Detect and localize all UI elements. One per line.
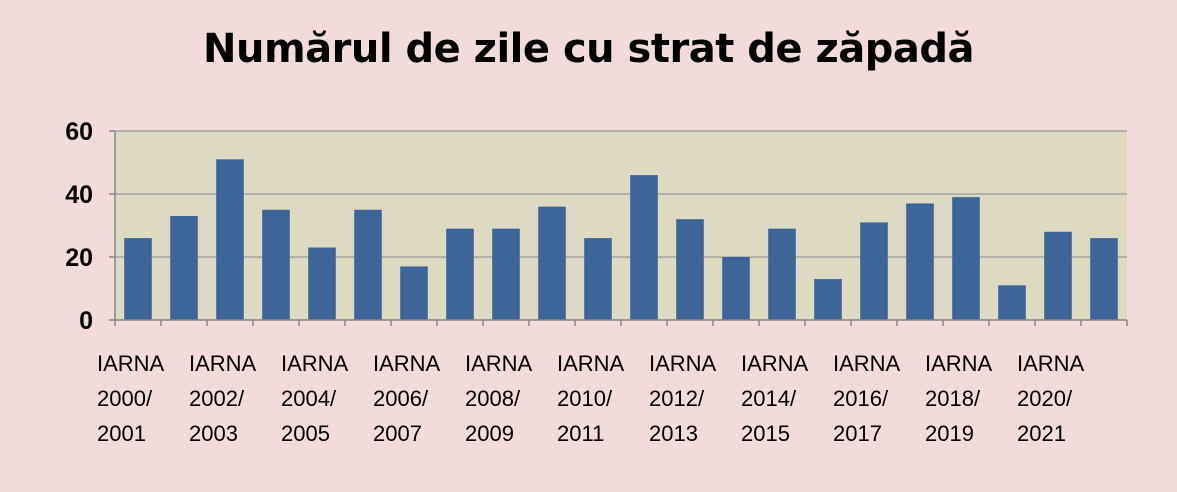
x-tick-label-line: 2012/ xyxy=(649,386,705,411)
x-tick-label-line: 2013 xyxy=(649,421,698,446)
x-tick-label-line: 2011 xyxy=(557,421,605,446)
x-tick-label: IARNA 2004/2005 xyxy=(281,346,348,451)
y-tick-label: 60 xyxy=(65,118,93,146)
x-tick-label-line: IARNA xyxy=(97,351,165,376)
x-tick-label: IARNA 2016/2017 xyxy=(833,346,900,451)
y-tick-label: 40 xyxy=(65,181,93,209)
bar xyxy=(768,228,796,320)
x-tick-label-line: 2010/ xyxy=(557,386,613,411)
x-tick-label-line: IARNA xyxy=(557,351,625,376)
bar xyxy=(538,206,566,320)
x-tick-label-line: 2020/ xyxy=(1017,386,1073,411)
x-tick-label-line: 2004/ xyxy=(281,386,337,411)
x-tick-label: IARNA 2010/2011 xyxy=(557,346,624,451)
x-tick-label-line: 2003 xyxy=(189,421,238,446)
x-tick-label-line: IARNA xyxy=(925,351,993,376)
x-tick-label-line: IARNA xyxy=(465,351,533,376)
x-tick-label-line: IARNA xyxy=(373,351,441,376)
x-tick-label-line: 2017 xyxy=(833,421,882,446)
bar xyxy=(998,285,1026,320)
x-tick-label: IARNA 2006/2007 xyxy=(373,346,440,451)
y-tick-label: 0 xyxy=(79,307,93,335)
bar xyxy=(952,197,980,320)
x-tick-label-line: 2001 xyxy=(97,421,146,446)
x-tick-label-line: 2002/ xyxy=(189,386,245,411)
bar xyxy=(722,257,750,320)
x-tick-label-line: 2016/ xyxy=(833,386,889,411)
x-tick-label: IARNA 2012/2013 xyxy=(649,346,716,451)
x-tick-label-line: 2015 xyxy=(741,421,790,446)
bar xyxy=(308,247,336,320)
x-tick-label: IARNA 2002/2003 xyxy=(189,346,256,451)
x-tick-label-line: 2008/ xyxy=(465,386,521,411)
x-tick-label-line: IARNA xyxy=(741,351,809,376)
x-tick-label: IARNA 2018/2019 xyxy=(925,346,992,451)
x-tick-label: IARNA 2020/2021 xyxy=(1017,346,1084,451)
x-tick-label-line: IARNA xyxy=(649,351,717,376)
x-tick-label-line: 2009 xyxy=(465,421,514,446)
x-tick-label-line: IARNA xyxy=(833,351,901,376)
bar xyxy=(676,219,704,320)
bar xyxy=(860,222,888,320)
bar xyxy=(446,228,474,320)
bar xyxy=(584,238,612,320)
bar xyxy=(354,209,382,320)
x-tick-label-line: IARNA xyxy=(189,351,257,376)
x-tick-label-line: 2007 xyxy=(373,421,422,446)
bar xyxy=(400,266,428,320)
x-tick-label: IARNA 2000/2001 xyxy=(97,346,164,451)
bar xyxy=(906,203,934,320)
x-tick-label-line: IARNA xyxy=(1017,351,1085,376)
bar xyxy=(216,159,244,320)
x-tick-label-line: 2018/ xyxy=(925,386,981,411)
x-tick-label-line: 2019 xyxy=(925,421,974,446)
bar xyxy=(814,279,842,320)
y-tick-label: 20 xyxy=(65,244,93,272)
bar xyxy=(170,216,198,320)
bar xyxy=(1044,231,1072,320)
x-tick-label-line: IARNA xyxy=(281,351,349,376)
x-tick-label: IARNA 2014/2015 xyxy=(741,346,808,451)
bar xyxy=(630,175,658,320)
bar xyxy=(262,209,290,320)
x-tick-label-line: 2000/ xyxy=(97,386,153,411)
x-tick-label-line: 2021 xyxy=(1017,421,1066,446)
bar xyxy=(1090,238,1118,320)
x-tick-label-line: 2005 xyxy=(281,421,330,446)
x-tick-label-line: 2006/ xyxy=(373,386,429,411)
bar xyxy=(492,228,520,320)
x-tick-label-line: 2014/ xyxy=(741,386,797,411)
x-tick-label: IARNA 2008/2009 xyxy=(465,346,532,451)
chart-title: Numărul de zile cu strat de zăpadă xyxy=(203,26,974,72)
bar xyxy=(124,238,152,320)
